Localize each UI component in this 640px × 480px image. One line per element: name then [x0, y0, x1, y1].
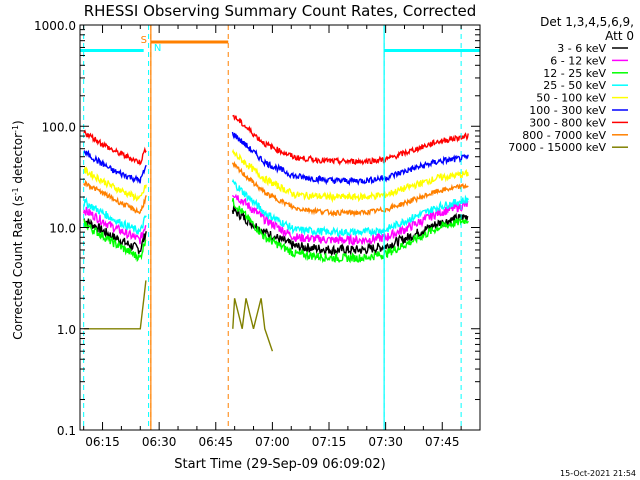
series-line [83, 193, 469, 247]
legend-entry-label: 800 - 7000 keV [522, 129, 606, 142]
y-tick-label: 100.0 [42, 120, 76, 134]
legend-entry-label: 12 - 25 keV [543, 67, 606, 80]
plot-area: SN [80, 25, 480, 430]
x-axis-label: Start Time (29-Sep-09 06:09:02) [174, 457, 385, 472]
legend-header-line: Det 1,3,4,5,6,9, [540, 15, 634, 29]
footer-timestamp: 15-Oct-2021 21:54 [560, 469, 636, 478]
legend-entry-label: 3 - 6 keV [557, 42, 606, 55]
flag-label: S [141, 35, 147, 46]
series-line [83, 280, 274, 352]
x-tick-label: 07:45 [425, 435, 460, 449]
x-tick-label: 06:30 [142, 435, 177, 449]
y-tick-label: 0.1 [57, 424, 76, 438]
y-tick-label: 1000.0 [34, 19, 76, 33]
flag-label: N [154, 43, 161, 54]
series-line [83, 178, 469, 238]
legend-header-line: Att 0 [605, 29, 634, 43]
x-tick-label: 07:30 [368, 435, 403, 449]
series-line [83, 148, 469, 204]
x-tick-label: 06:45 [198, 435, 233, 449]
legend-entry-label: 300 - 800 keV [529, 116, 606, 129]
y-tick-label: 1.0 [57, 323, 76, 337]
y-axis-label-superscript: -1 [11, 125, 20, 133]
y-axis-label-part: ) [11, 120, 25, 125]
x-tick-label: 07:00 [255, 435, 290, 449]
series-line [83, 160, 469, 218]
y-axis-label: Corrected Count Rate (s-1 detector-1) [11, 120, 26, 339]
series-line [83, 114, 469, 166]
legend-entry-label: 7000 - 15000 keV [508, 141, 606, 154]
y-axis-label-part: Corrected Count Rate (s [11, 195, 25, 339]
y-axis-label-part: detector [11, 133, 25, 188]
legend-entry-label: 25 - 50 keV [543, 79, 606, 92]
axes: 06:15 06:30 06:45 07:00 07:15 07:30 07:45 0.1 1.… [34, 19, 481, 449]
series-line [83, 131, 469, 187]
legend-entry-label: 100 - 300 keV [529, 104, 606, 117]
y-tick-label: 10.0 [49, 222, 76, 236]
legend-entry-label: 6 - 12 keV [550, 54, 606, 67]
y-axis-label-superscript: -1 [11, 187, 20, 195]
legend-entry-label: 50 - 100 keV [536, 92, 606, 105]
chart-title: RHESSI Observing Summary Count Rates, Co… [84, 2, 477, 20]
series-line [83, 197, 469, 264]
x-tick-label: 06:15 [85, 435, 120, 449]
x-tick-label: 07:15 [312, 435, 347, 449]
